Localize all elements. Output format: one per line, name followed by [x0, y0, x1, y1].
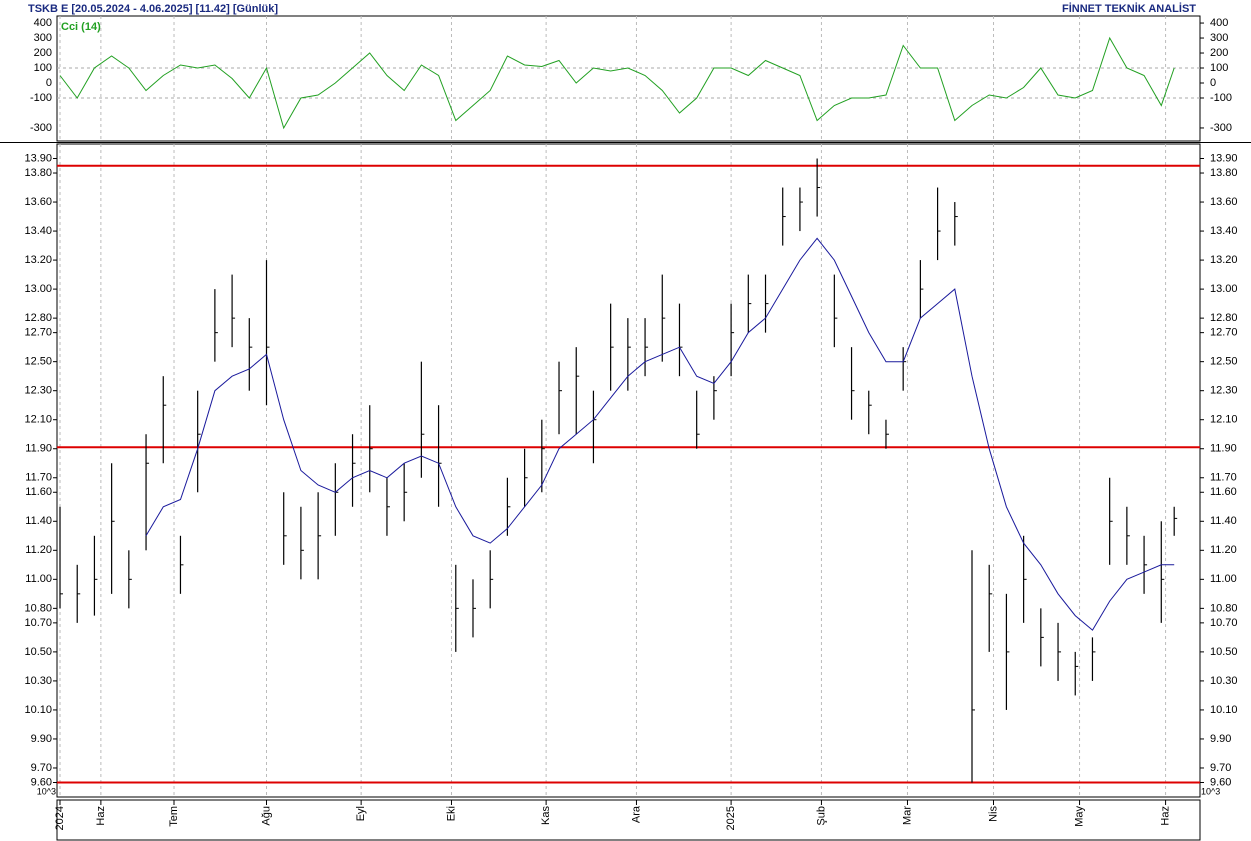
- y-tick-label-right: 11.40: [1210, 515, 1237, 527]
- x-tick-label: Haz: [1159, 806, 1171, 826]
- x-tick-label: Ara: [630, 805, 642, 823]
- y-tick-label-right: 0: [1210, 77, 1216, 89]
- y-tick-label-right: 10.80: [1210, 602, 1238, 614]
- y-tick-label-right: 9.90: [1210, 733, 1231, 745]
- y-tick-label: 12.80: [24, 312, 52, 324]
- y-tick-label: 12.30: [24, 385, 52, 397]
- y-tick-label: 0: [46, 77, 52, 89]
- y-tick-label-right: 13.00: [1210, 283, 1238, 295]
- y-tick-label: 11.70: [25, 472, 52, 484]
- legend-label: Cci (14): [61, 21, 101, 33]
- x-tick-label: Tem: [168, 806, 180, 827]
- y-tick-label: -300: [30, 122, 52, 134]
- y-tick-label-right: 12.10: [1210, 414, 1238, 426]
- y-tick-label: 13.20: [24, 254, 52, 266]
- x-tick-label: Ağu: [260, 806, 272, 826]
- y-tick-label: 9.70: [31, 762, 52, 774]
- y-tick-label: 12.10: [24, 414, 52, 426]
- y-tick-label-right: 12.70: [1210, 327, 1238, 339]
- x-tick-label: Haz: [95, 806, 107, 826]
- y-tick-label-right: 12.50: [1210, 356, 1238, 368]
- y-tick-label: 12.50: [24, 356, 52, 368]
- unit-right: 10^3: [1201, 786, 1220, 796]
- y-tick-label: 400: [34, 17, 52, 29]
- x-tick-label: Eki: [445, 806, 457, 821]
- y-tick-label: 10.30: [24, 675, 52, 687]
- x-tick-label: May: [1073, 806, 1085, 827]
- header-right: FİNNET TEKNİK ANALİST: [1062, 2, 1196, 15]
- y-tick-label: 11.90: [25, 443, 52, 455]
- y-tick-label-right: 11.00: [1210, 573, 1237, 585]
- y-tick-label-right: 13.90: [1210, 152, 1238, 164]
- y-tick-label-right: 10.30: [1210, 675, 1238, 687]
- y-tick-label-right: 9.60: [1210, 776, 1231, 788]
- y-tick-label: 11.00: [25, 573, 52, 585]
- y-tick-label: 10.50: [24, 646, 52, 658]
- y-tick-label-right: 11.70: [1210, 472, 1237, 484]
- x-tick-label: 2024: [54, 806, 66, 830]
- moving-average: [145, 237, 1175, 631]
- y-tick-label: 11.20: [25, 544, 52, 556]
- y-tick-label-right: 12.80: [1210, 312, 1238, 324]
- y-tick-label-right: 100: [1210, 62, 1228, 74]
- x-tick-label: Eyl: [355, 806, 367, 821]
- cci-frame: [56, 15, 1201, 142]
- x-tick-label: 2025: [725, 806, 737, 830]
- y-tick-label: 300: [34, 32, 52, 44]
- y-tick-label: 10.80: [24, 602, 52, 614]
- x-tick-label: Kas: [540, 806, 552, 825]
- y-tick-label-right: 11.90: [1210, 443, 1237, 455]
- y-tick-label: 9.90: [31, 733, 52, 745]
- y-tick-label: 100: [34, 62, 52, 74]
- y-tick-label-right: 12.30: [1210, 385, 1238, 397]
- unit-left: 10^3: [37, 786, 56, 796]
- y-tick-label-right: 10.50: [1210, 646, 1238, 658]
- y-tick-label: 9.60: [31, 776, 52, 788]
- y-tick-label: 11.60: [25, 486, 52, 498]
- y-tick-label-right: 300: [1210, 32, 1228, 44]
- x-tick-label: Mar: [901, 806, 913, 825]
- y-tick-label-right: 9.70: [1210, 762, 1231, 774]
- y-tick-label: 13.40: [24, 225, 52, 237]
- cci-line: [59, 36, 1175, 130]
- x-axis-frame: [56, 799, 1201, 841]
- y-tick-label: 13.90: [24, 152, 52, 164]
- y-tick-label-right: 11.20: [1210, 544, 1237, 556]
- y-tick-label: 13.60: [24, 196, 52, 208]
- y-tick-label-right: 13.80: [1210, 167, 1238, 179]
- price-frame: [56, 143, 1201, 798]
- y-tick-label: 200: [34, 47, 52, 59]
- y-tick-label-right: 400: [1210, 17, 1228, 29]
- y-tick-label-right: 13.60: [1210, 196, 1238, 208]
- y-tick-label: 10.10: [24, 704, 52, 716]
- header-left: TSKB E [20.05.2024 - 4.06.2025] [11.42] …: [28, 3, 278, 15]
- y-tick-label-right: -100: [1210, 92, 1232, 104]
- y-tick-label: 12.70: [24, 327, 52, 339]
- y-tick-label: 10.70: [24, 617, 52, 629]
- y-tick-label: 13.80: [24, 167, 52, 179]
- y-tick-label-right: 200: [1210, 47, 1228, 59]
- y-tick-label-right: -300: [1210, 122, 1232, 134]
- y-tick-label: 13.00: [24, 283, 52, 295]
- y-tick-label-right: 13.20: [1210, 254, 1238, 266]
- y-tick-label-right: 11.60: [1210, 486, 1237, 498]
- y-tick-label: 11.40: [25, 515, 52, 527]
- y-tick-label-right: 10.70: [1210, 617, 1238, 629]
- x-tick-label: Şub: [815, 806, 827, 826]
- y-tick-label-right: 10.10: [1210, 704, 1238, 716]
- x-tick-label: Nis: [987, 806, 999, 822]
- y-tick-label: -100: [30, 92, 52, 104]
- y-tick-label-right: 13.40: [1210, 225, 1238, 237]
